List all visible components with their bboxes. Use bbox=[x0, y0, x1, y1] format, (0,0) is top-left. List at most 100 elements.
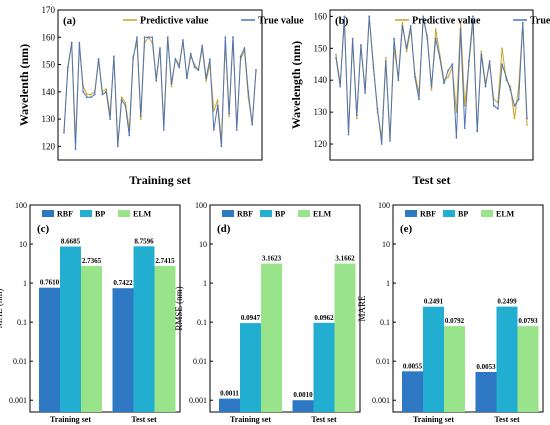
legend-swatch-elm bbox=[118, 210, 130, 217]
data-point bbox=[239, 55, 242, 58]
bar-bp bbox=[313, 322, 335, 412]
y-tick-label: 0.1 bbox=[17, 318, 27, 327]
y-tick-label: 140 bbox=[42, 87, 56, 97]
bar-value-label: 8.6685 bbox=[61, 238, 81, 246]
plot-frame bbox=[392, 204, 544, 413]
x-tick-label: Test set bbox=[311, 415, 337, 424]
panel-label: (b) bbox=[335, 15, 349, 27]
bar-rbf bbox=[112, 288, 134, 412]
data-point bbox=[492, 104, 495, 107]
y-axis-label: RMSE (nm) bbox=[174, 286, 184, 330]
data-point bbox=[209, 58, 211, 60]
legend-label-predictive: Predictive value bbox=[140, 16, 209, 27]
data-point bbox=[70, 41, 73, 44]
panel-label: (e) bbox=[400, 223, 413, 235]
data-point bbox=[90, 96, 92, 99]
data-point bbox=[93, 93, 96, 96]
y-tick-label: 100 bbox=[15, 201, 27, 210]
data-point bbox=[243, 47, 246, 50]
data-point bbox=[105, 88, 108, 90]
y-axis-label: Wavelenth (nm) bbox=[17, 44, 31, 126]
data-point bbox=[509, 88, 512, 91]
data-point bbox=[116, 145, 119, 148]
data-point bbox=[476, 130, 479, 133]
data-point bbox=[136, 36, 138, 39]
data-point bbox=[216, 104, 219, 107]
data-point bbox=[170, 82, 173, 85]
line-chart-1: 120 130 140 150 160 170 (a) Predictive value Tru… bbox=[17, 5, 304, 187]
x-tick-label: Test set bbox=[131, 415, 157, 424]
data-point bbox=[368, 15, 371, 18]
data-point bbox=[472, 15, 474, 18]
data-point bbox=[513, 104, 516, 107]
y-tick-label: 10 bbox=[199, 240, 207, 249]
data-point bbox=[66, 66, 69, 69]
data-point bbox=[526, 117, 528, 120]
bar-elm bbox=[444, 326, 465, 412]
y-tick-label: 1 bbox=[23, 279, 27, 288]
bar-value-label: 2.7415 bbox=[155, 257, 175, 265]
data-point bbox=[447, 76, 449, 78]
data-point bbox=[82, 90, 85, 93]
data-point bbox=[139, 118, 142, 120]
data-point bbox=[193, 66, 196, 69]
data-point bbox=[232, 36, 234, 39]
data-point bbox=[174, 58, 177, 60]
y-tick-label: 160 bbox=[314, 11, 328, 21]
data-point bbox=[197, 69, 200, 71]
legend-label-rbf: RBF bbox=[420, 210, 436, 219]
bar-elm bbox=[154, 266, 176, 412]
data-point bbox=[355, 117, 358, 120]
data-point bbox=[393, 37, 395, 40]
data-point bbox=[343, 15, 346, 18]
data-point bbox=[438, 57, 441, 59]
y-tick-label: 10 bbox=[382, 240, 390, 249]
data-point bbox=[205, 77, 208, 80]
data-point bbox=[228, 112, 231, 115]
data-point bbox=[247, 90, 250, 93]
y-tick-label: 120 bbox=[314, 139, 328, 149]
legend-label-true: True value bbox=[258, 16, 304, 27]
data-point bbox=[205, 80, 208, 82]
data-point bbox=[459, 28, 462, 30]
data-point bbox=[339, 85, 342, 88]
legend-swatch-elm bbox=[298, 210, 310, 217]
bar-bp bbox=[60, 246, 81, 412]
data-point bbox=[178, 66, 181, 69]
data-point bbox=[162, 129, 165, 131]
data-point bbox=[335, 53, 337, 56]
data-point bbox=[159, 47, 161, 50]
data-point bbox=[455, 111, 458, 113]
data-point bbox=[212, 110, 215, 112]
data-point bbox=[170, 85, 173, 88]
legend-label-bp: BP bbox=[458, 210, 468, 219]
legend-label-elm: ELM bbox=[313, 210, 332, 219]
bar-elm bbox=[517, 326, 539, 412]
data-point bbox=[132, 58, 135, 60]
legend-swatch-bp bbox=[260, 210, 272, 217]
legend-swatch-rbf bbox=[222, 210, 234, 217]
bar-value-label: 0.2491 bbox=[424, 298, 444, 306]
data-point bbox=[380, 143, 383, 145]
bar-elm bbox=[261, 263, 282, 412]
data-point bbox=[335, 57, 337, 59]
data-point bbox=[430, 85, 433, 88]
bar-chart-3: 0.001 0.01 0.1 1 10 100 0.0055 0.2491 0.0792 Trai… bbox=[357, 201, 544, 424]
y-tick-label: 0.01 bbox=[13, 357, 27, 366]
legend-label-elm: ELM bbox=[133, 210, 152, 219]
data-point bbox=[480, 53, 483, 56]
data-point bbox=[455, 136, 458, 139]
bar-rbf bbox=[402, 371, 423, 412]
x-tick-label: Test set bbox=[494, 415, 520, 424]
x-tick-label: Training set bbox=[230, 415, 271, 424]
line-chart-2: 120 130 140 150 160 (b) Predictive value True v… bbox=[289, 9, 550, 187]
data-point bbox=[401, 25, 404, 27]
legend-label-rbf: RBF bbox=[57, 210, 73, 219]
bar-value-label: 8.7596 bbox=[134, 237, 154, 245]
y-tick-label: 0.1 bbox=[380, 318, 390, 327]
y-tick-label: 1 bbox=[203, 279, 207, 288]
panel-label: (c) bbox=[37, 223, 50, 235]
data-point bbox=[430, 88, 433, 91]
legend-label-predictive: Predictive value bbox=[412, 16, 481, 27]
data-point bbox=[186, 77, 188, 80]
